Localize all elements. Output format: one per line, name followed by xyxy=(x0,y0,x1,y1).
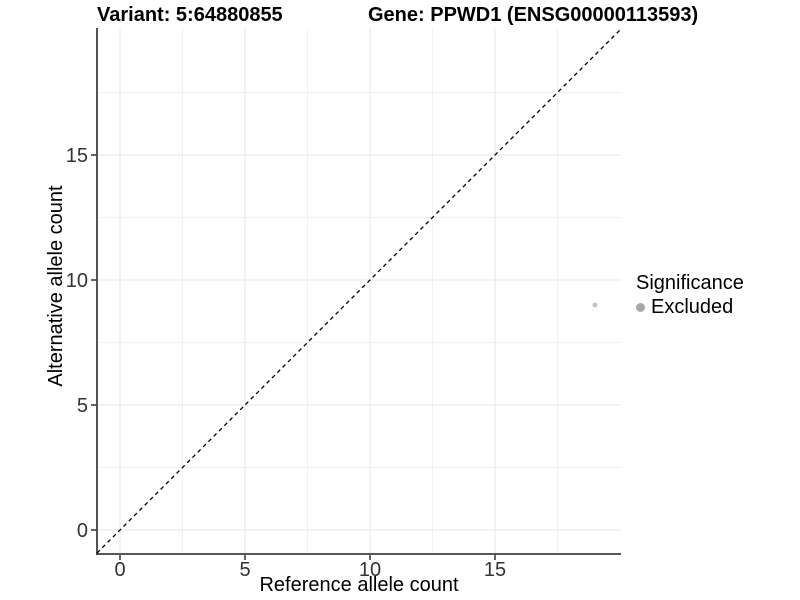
gene-title: Gene: PPWD1 (ENSG00000113593) xyxy=(368,4,699,26)
legend-item-label: Excluded xyxy=(651,296,734,318)
variant-title: Variant: 5:64880855 xyxy=(97,4,283,26)
y-tick-label: 0 xyxy=(77,520,88,542)
legend: Significance Excluded xyxy=(636,271,744,318)
data-point xyxy=(592,302,598,308)
x-axis-title: Reference allele count xyxy=(259,574,459,596)
x-tick-label: 10 xyxy=(359,559,381,581)
x-tick-label: 5 xyxy=(239,559,250,581)
x-tick-label: 15 xyxy=(484,559,506,581)
legend-item-excluded: Excluded xyxy=(636,296,744,318)
legend-title: Significance xyxy=(636,272,744,294)
y-tick-label: 5 xyxy=(77,395,88,417)
y-tick-label: 15 xyxy=(66,145,88,167)
identity-line xyxy=(96,28,622,554)
x-tick-label: 0 xyxy=(114,559,125,581)
y-tick-label: 10 xyxy=(66,270,88,292)
legend-point-icon xyxy=(636,302,645,312)
y-axis-title: Alternative allele count xyxy=(45,185,67,387)
